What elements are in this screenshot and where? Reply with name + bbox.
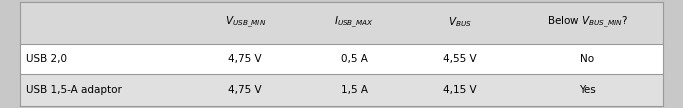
Text: Below $V_{BUS\_MIN}$?: Below $V_{BUS\_MIN}$? [546, 15, 628, 30]
Bar [20, 44, 663, 74]
Text: 0,5 A: 0,5 A [341, 54, 367, 64]
Bar [20, 2, 663, 44]
Bar [20, 74, 663, 106]
Text: USB 1,5-A adaptor: USB 1,5-A adaptor [26, 85, 122, 95]
Text: 4,75 V: 4,75 V [228, 85, 262, 95]
Text: $V_{USB\_MIN}$: $V_{USB\_MIN}$ [225, 15, 266, 30]
Text: Yes: Yes [579, 85, 596, 95]
Text: 1,5 A: 1,5 A [341, 85, 368, 95]
Text: USB 2,0: USB 2,0 [26, 54, 67, 64]
Text: No: No [580, 54, 594, 64]
Text: $V_{BUS}$: $V_{BUS}$ [448, 16, 472, 29]
Text: 4,15 V: 4,15 V [443, 85, 477, 95]
Text: 4,75 V: 4,75 V [228, 54, 262, 64]
Text: $I_{USB\_MAX}$: $I_{USB\_MAX}$ [335, 15, 374, 30]
Text: 4,55 V: 4,55 V [443, 54, 477, 64]
